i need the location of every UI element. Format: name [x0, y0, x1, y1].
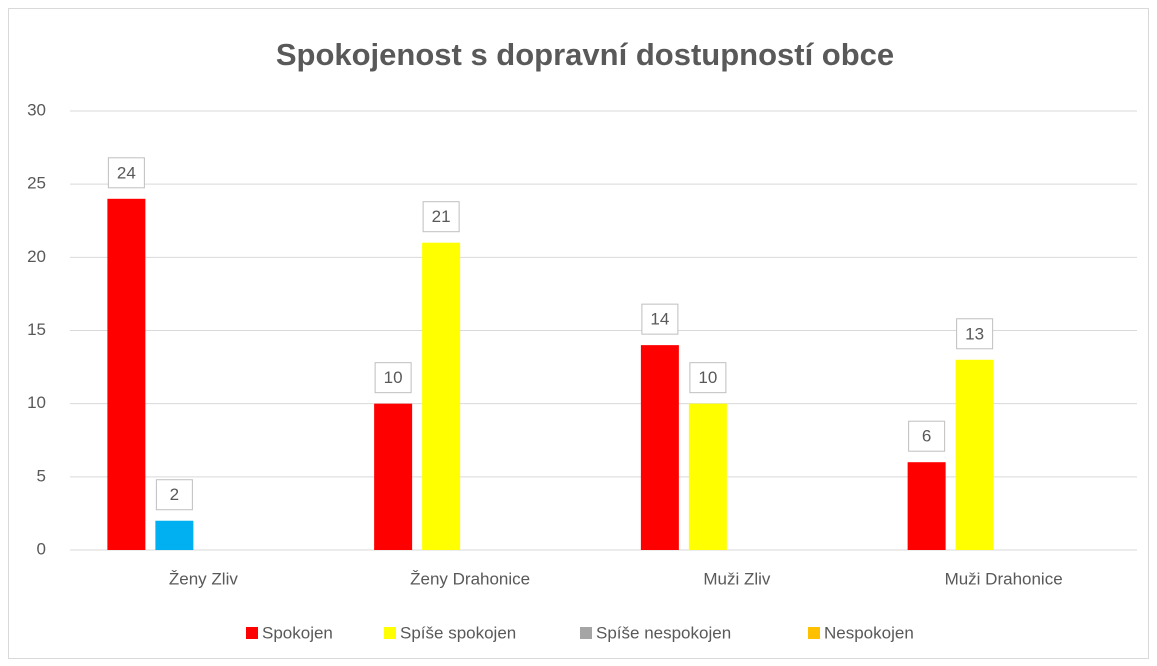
- data-label: 10: [384, 368, 403, 387]
- legend-label: Nespokojen: [824, 623, 914, 642]
- x-tick-label: Muži Drahonice: [945, 569, 1063, 588]
- bar: [374, 403, 413, 550]
- chart-title: Spokojenost s dopravní dostupností obce: [276, 37, 894, 72]
- legend-swatch: [384, 627, 396, 639]
- y-tick-label: 15: [27, 320, 46, 339]
- legend-label: Spíše nespokojen: [596, 623, 731, 642]
- bar: [955, 359, 994, 550]
- data-label-box: [107, 157, 145, 189]
- data-label-box: [422, 201, 460, 233]
- legend-label: Spíše spokojen: [400, 623, 516, 642]
- data-label: 21: [432, 207, 451, 226]
- data-label-box: [908, 420, 946, 452]
- legend-swatch: [808, 627, 820, 639]
- bar: [155, 520, 194, 550]
- bar: [640, 345, 679, 550]
- y-tick-label: 30: [27, 100, 46, 119]
- y-tick-label: 20: [27, 247, 46, 266]
- x-tick-label: Ženy Drahonice: [410, 569, 530, 588]
- data-label: 14: [650, 310, 669, 329]
- data-label-box: [641, 303, 679, 335]
- data-label: 10: [698, 368, 717, 387]
- data-label: 6: [922, 427, 931, 446]
- data-label: 2: [170, 485, 179, 504]
- x-tick-label: Ženy Zliv: [169, 569, 238, 588]
- y-tick-label: 10: [27, 393, 46, 412]
- data-label: 13: [965, 324, 984, 343]
- data-label-box: [155, 479, 193, 511]
- bar: [422, 242, 461, 550]
- y-tick-label: 0: [37, 539, 46, 558]
- y-tick-label: 25: [27, 174, 46, 193]
- data-label-box: [689, 362, 727, 394]
- legend-swatch: [580, 627, 592, 639]
- y-tick-label: 5: [37, 466, 46, 485]
- legend-label: Spokojen: [262, 623, 333, 642]
- bar: [688, 403, 727, 550]
- bar: [907, 462, 946, 550]
- bar: [107, 198, 146, 551]
- legend-swatch: [246, 627, 258, 639]
- x-tick-label: Muži Zliv: [703, 569, 771, 588]
- data-label-box: [956, 318, 994, 350]
- data-label-box: [374, 362, 412, 394]
- data-label: 24: [117, 163, 136, 182]
